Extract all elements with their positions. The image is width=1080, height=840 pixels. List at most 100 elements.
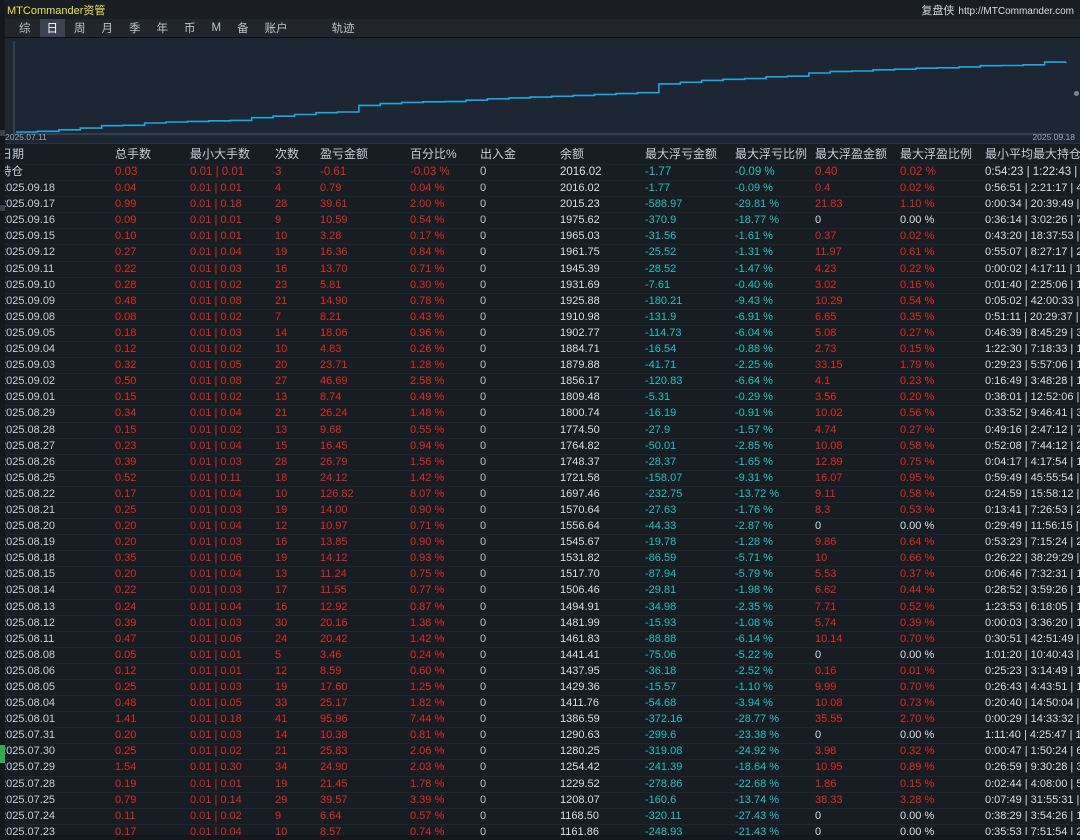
chart-right-handle[interactable]	[1074, 90, 1079, 96]
scroll-nub-mid[interactable]	[0, 205, 5, 211]
cell-balance: 1879.88	[560, 359, 600, 372]
scroll-nub-top[interactable]	[0, 130, 5, 136]
table-row[interactable]: 2025.07.23 0.17 0.01 | 0.04 10 8.57 0.74 % 0 11…	[0, 824, 1080, 840]
table-row[interactable]: 2025.09.03 0.32 0.01 | 0.05 20 23.71 1.28 % 0 1…	[0, 357, 1080, 374]
column-header-balance[interactable]: 余额	[560, 144, 645, 165]
cell-pl-amount: 24.90	[320, 761, 348, 774]
table-row[interactable]: 2025.09.04 0.12 0.01 | 0.02 10 4.83 0.26 % 0 18…	[0, 341, 1080, 358]
table-row[interactable]: 2025.09.11 0.22 0.01 | 0.03 16 13.70 0.71 % 0 1…	[0, 261, 1080, 277]
table-row[interactable]: 2025.09.10 0.28 0.01 | 0.02 23 5.81 0.30 % 0 19…	[0, 277, 1080, 293]
table-row[interactable]: 2025.09.08 0.08 0.01 | 0.02 7 8.21 0.43 % 0 191…	[0, 309, 1080, 325]
table-row[interactable]: 2025.08.25 0.52 0.01 | 0.11 18 24.12 1.42 % 0 1…	[0, 470, 1080, 486]
column-header-deposit[interactable]: 出入金	[480, 144, 560, 165]
table-row[interactable]: 2025.08.06 0.12 0.01 | 0.01 12 8.59 0.60 % 0 14…	[0, 663, 1080, 679]
menu-item-2[interactable]: 周	[74, 23, 86, 35]
table-row[interactable]: 2025.09.05 0.18 0.01 | 0.03 14 18.06 0.96 % 0 1…	[0, 325, 1080, 341]
cell-min-max-lots: 0.01 | 0.01	[190, 166, 245, 178]
table-row[interactable]: 2025.08.18 0.35 0.01 | 0.06 19 14.12 0.93 % 0 1…	[0, 550, 1080, 567]
menu-item-0[interactable]: 综	[19, 23, 31, 35]
table-row[interactable]: 2025.07.24 0.11 0.01 | 0.02 9 6.64 0.57 % 0 116…	[0, 808, 1080, 824]
column-header-count[interactable]: 次数	[275, 144, 320, 165]
left-scroll-strip[interactable]	[0, 0, 5, 840]
cell-min-max-lots: 0.01 | 0.03	[190, 326, 242, 339]
table-row[interactable]: 2025.09.18 0.04 0.01 | 0.01 4 0.79 0.04 % 0 201…	[0, 180, 1080, 197]
cell-max-float-loss-pct: -21.43 %	[735, 825, 780, 838]
table-row[interactable]: 2025.09.02 0.50 0.01 | 0.08 27 46.69 2.58 % 0 1…	[0, 373, 1080, 390]
column-header-max-float-profit-pct[interactable]: 最大浮盈比例	[900, 144, 985, 165]
menu-item-8[interactable]: 备	[237, 23, 249, 35]
table-row[interactable]: 2025.09.01 0.15 0.01 | 0.02 13 8.74 0.49 % 0 18…	[0, 389, 1080, 406]
cell-max-float-profit-pct: 0.89 %	[900, 761, 935, 774]
cell-max-float-profit: 7.71	[815, 600, 837, 613]
cell-max-float-loss: -131.9	[645, 310, 677, 323]
table-row[interactable]: 2025.08.04 0.48 0.01 | 0.05 33 25.17 1.82 % 0 1…	[0, 695, 1080, 712]
table-row[interactable]: 2025.08.20 0.20 0.01 | 0.04 12 10.97 0.71 % 0 1…	[0, 518, 1080, 535]
column-header-percent[interactable]: 百分比%	[410, 144, 480, 165]
column-header-hold-time[interactable]: 最小平均最大持仓时间	[985, 144, 1080, 165]
table-row[interactable]: 2025.08.26 0.39 0.01 | 0.03 28 26.79 1.56 % 0 1…	[0, 454, 1080, 470]
table-row[interactable]: 持仓 0.03 0.01 | 0.01 3 -0.61 -0.03 % 0 2016.02 -1…	[0, 164, 1080, 181]
cell-pl-amount: 10.59	[320, 214, 348, 227]
table-row[interactable]: 2025.08.14 0.22 0.01 | 0.03 17 11.55 0.77 % 0 1…	[0, 582, 1080, 599]
column-header-total-lots[interactable]: 总手数	[115, 144, 190, 165]
table-row[interactable]: 2025.09.17 0.99 0.01 | 0.18 28 39.61 2.00 % 0 2…	[0, 196, 1080, 213]
cell-hold-time: 0:56:51 | 2:21:17 | 4:42:57	[985, 182, 1080, 195]
table-row[interactable]: 2025.07.29 1.54 0.01 | 0.30 34 24.90 2.03 % 0 1…	[0, 759, 1080, 776]
cell-balance: 1441.41	[560, 648, 600, 661]
table-row[interactable]: 2025.08.21 0.25 0.01 | 0.03 19 14.00 0.90 % 0 1…	[0, 502, 1080, 518]
table-row[interactable]: 2025.08.15 0.20 0.01 | 0.04 13 11.24 0.75 % 0 1…	[0, 566, 1080, 583]
table-row[interactable]: 2025.08.29 0.34 0.01 | 0.04 21 26.24 1.48 % 0 1…	[0, 405, 1080, 422]
menu-item-5[interactable]: 年	[156, 23, 169, 35]
brand-link[interactable]: 复盘侠 http://MTCommander.com	[921, 2, 1074, 18]
cell-max-float-profit-pct: 0.27 %	[900, 423, 935, 436]
cell-max-float-profit-pct: 0.75 %	[900, 455, 935, 468]
menu-item-3[interactable]: 月	[101, 23, 114, 35]
column-header-pl-amount[interactable]: 盈亏金额	[320, 144, 410, 165]
column-header-min-max-lots[interactable]: 最小大手数	[190, 144, 275, 165]
equity-chart[interactable]: 2025.07.11 2025.09.18	[0, 38, 1080, 144]
cell-max-float-loss: -16.19	[645, 407, 677, 420]
table-row[interactable]: 2025.08.05 0.25 0.01 | 0.03 19 17.60 1.25 % 0 1…	[0, 679, 1080, 696]
menu-item-10[interactable]: 轨迹	[331, 23, 355, 35]
cell-max-float-loss: -180.21	[645, 294, 683, 307]
table-row[interactable]: 2025.08.19 0.20 0.01 | 0.03 16 13.85 0.90 % 0 1…	[0, 534, 1080, 551]
menu-item-6[interactable]: 币	[184, 23, 196, 35]
table-row[interactable]: 2025.08.11 0.47 0.01 | 0.06 24 20.42 1.42 % 0 1…	[0, 631, 1080, 647]
table-row[interactable]: 2025.07.28 0.19 0.01 | 0.01 19 21.45 1.78 % 0 1…	[0, 776, 1080, 792]
table-row[interactable]: 2025.08.13 0.24 0.01 | 0.04 16 12.92 0.87 % 0 1…	[0, 599, 1080, 615]
menu-item-1[interactable]: 日	[39, 19, 65, 37]
cell-max-float-profit-pct: 0.39 %	[900, 616, 935, 629]
table-row[interactable]: 2025.08.01 1.41 0.01 | 0.18 41 95.96 7.44 % 0 1…	[0, 711, 1080, 728]
cell-deposit: 0	[480, 343, 487, 356]
table-row[interactable]: 2025.08.28 0.15 0.01 | 0.02 13 9.68 0.55 % 0 17…	[0, 422, 1080, 438]
bottom-scroll-strip[interactable]	[0, 835, 1080, 840]
table-row[interactable]: 2025.09.12 0.27 0.01 | 0.04 19 16.36 0.84 % 0 1…	[0, 244, 1080, 261]
cell-max-float-loss: -299.6	[645, 729, 677, 742]
table-row[interactable]: 2025.08.27 0.23 0.01 | 0.04 15 16.45 0.94 % 0 1…	[0, 438, 1080, 454]
table-row[interactable]: 2025.09.09 0.48 0.01 | 0.08 21 14.90 0.78 % 0 1…	[0, 293, 1080, 309]
table-row[interactable]: 2025.08.12 0.39 0.01 | 0.03 30 20.16 1.38 % 0 1…	[0, 615, 1080, 631]
cell-min-max-lots: 0.01 | 0.30	[190, 761, 242, 774]
cell-percent: 0.78 %	[410, 294, 445, 307]
cell-total-lots: 0.25	[115, 681, 137, 693]
column-header-max-float-loss[interactable]: 最大浮亏金额	[645, 144, 735, 165]
table-row[interactable]: 2025.08.22 0.17 0.01 | 0.04 10 126.82 8.07 % 0…	[0, 486, 1080, 502]
scroll-nub-active[interactable]	[0, 745, 5, 763]
menu-item-9[interactable]: 账户	[264, 23, 288, 35]
table-row[interactable]: 2025.07.25 0.79 0.01 | 0.14 29 39.57 3.39 % 0 1…	[0, 792, 1080, 808]
menu-item-4[interactable]: 季	[129, 23, 141, 35]
column-header-date[interactable]: 日期	[0, 144, 115, 165]
table-row[interactable]: 2025.07.31 0.20 0.01 | 0.03 14 10.38 0.81 % 0 1…	[0, 727, 1080, 744]
column-header-max-float-profit[interactable]: 最大浮盈金额	[815, 144, 900, 165]
table-row[interactable]: 2025.09.16 0.09 0.01 | 0.01 9 10.59 0.54 % 0 19…	[0, 212, 1080, 229]
cell-deposit: 0	[480, 278, 487, 291]
cell-date: 2025.08.01	[0, 713, 56, 726]
table-row[interactable]: 2025.08.08 0.05 0.01 | 0.01 5 3.46 0.24 % 0 144…	[0, 647, 1080, 663]
table-row[interactable]: 2025.09.15 0.10 0.01 | 0.01 10 3.28 0.17 % 0 19…	[0, 228, 1080, 245]
table-row[interactable]: 2025.07.30 0.25 0.01 | 0.02 21 25.83 2.06 % 0 1…	[0, 743, 1080, 760]
cell-max-float-profit-pct: 0.16 %	[900, 278, 935, 291]
column-header-max-float-loss-pct[interactable]: 最大浮亏比例	[735, 144, 815, 165]
cell-max-float-loss-pct: -1.28 %	[735, 536, 773, 549]
cell-balance: 1764.82	[560, 439, 600, 452]
menu-item-7[interactable]: M	[211, 22, 222, 34]
